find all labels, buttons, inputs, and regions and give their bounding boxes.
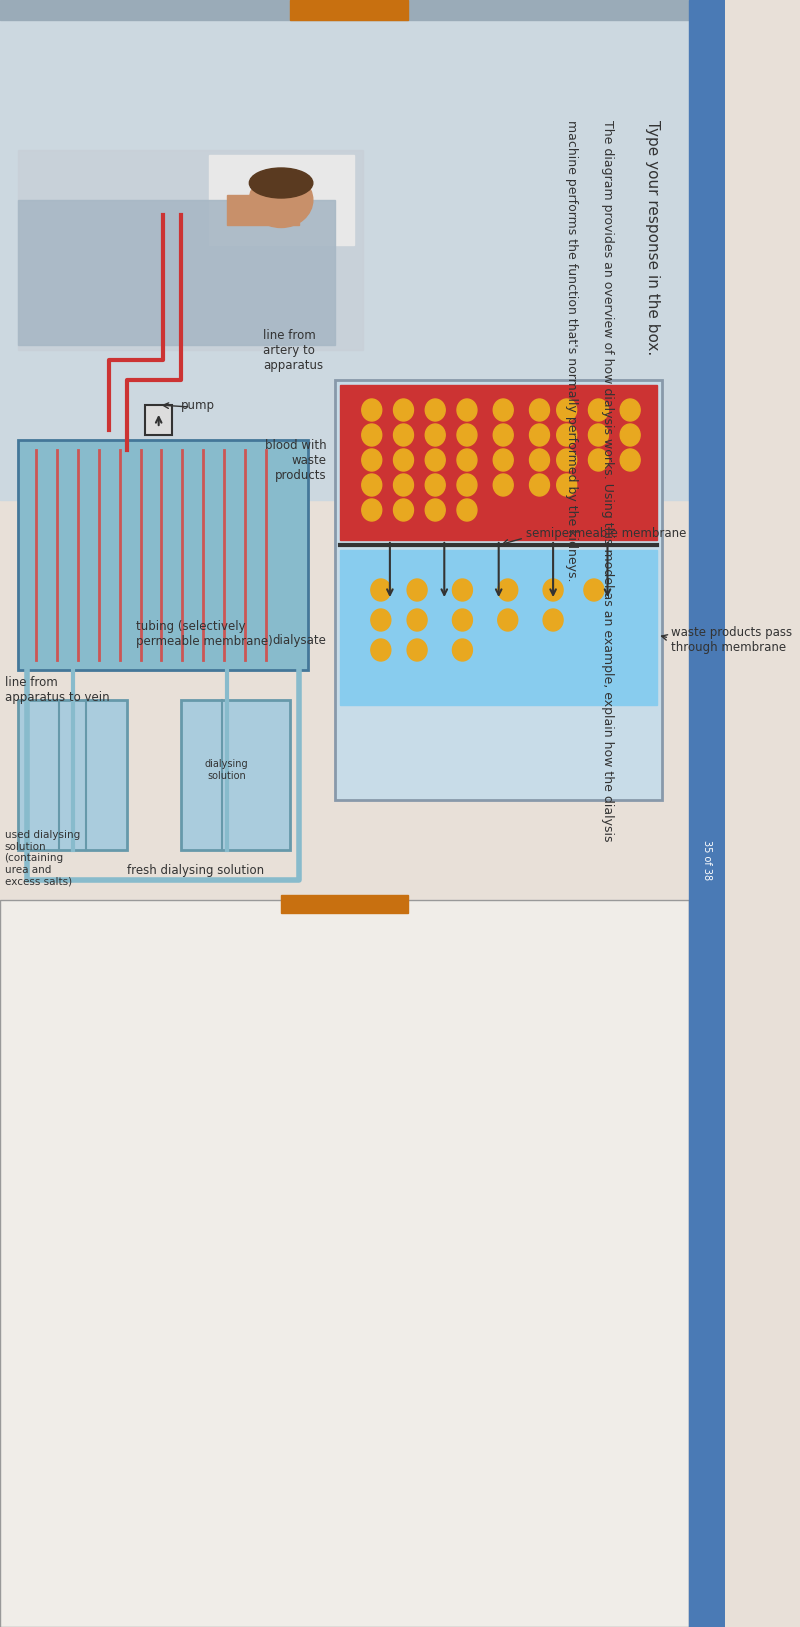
Text: blood with
waste
products: blood with waste products	[265, 439, 326, 482]
Circle shape	[394, 499, 414, 521]
Text: line from
apparatus to vein: line from apparatus to vein	[5, 675, 109, 704]
Circle shape	[620, 399, 640, 421]
Circle shape	[530, 449, 550, 470]
Circle shape	[457, 399, 477, 421]
Circle shape	[407, 579, 427, 600]
Circle shape	[362, 399, 382, 421]
Circle shape	[530, 425, 550, 446]
Circle shape	[457, 425, 477, 446]
Circle shape	[589, 399, 609, 421]
Circle shape	[426, 473, 445, 496]
Bar	[0, 0, 689, 20]
Ellipse shape	[250, 168, 313, 198]
Circle shape	[620, 425, 640, 446]
Circle shape	[426, 425, 445, 446]
Circle shape	[557, 473, 577, 496]
Circle shape	[394, 425, 414, 446]
Circle shape	[557, 425, 577, 446]
Circle shape	[584, 579, 604, 600]
Circle shape	[426, 499, 445, 521]
Circle shape	[494, 473, 514, 496]
Circle shape	[362, 499, 382, 521]
Circle shape	[394, 449, 414, 470]
Circle shape	[453, 608, 473, 631]
Bar	[18, 150, 362, 350]
Bar	[18, 439, 308, 670]
Text: used dialysing
solution
(containing
urea and
excess salts): used dialysing solution (containing urea…	[5, 830, 80, 887]
Circle shape	[394, 473, 414, 496]
Text: 35 of 38: 35 of 38	[702, 840, 712, 880]
Text: tubing (selectively
permeable membrane): tubing (selectively permeable membrane)	[136, 620, 273, 648]
Bar	[340, 550, 658, 704]
Circle shape	[457, 499, 477, 521]
Circle shape	[362, 425, 382, 446]
Circle shape	[371, 639, 390, 661]
Circle shape	[557, 449, 577, 470]
Circle shape	[371, 608, 390, 631]
Circle shape	[494, 425, 514, 446]
Text: fresh dialysing solution: fresh dialysing solution	[127, 864, 264, 877]
Text: semipermeable membrane: semipermeable membrane	[526, 527, 686, 540]
Circle shape	[453, 579, 473, 600]
Circle shape	[557, 399, 577, 421]
Bar	[0, 900, 689, 1627]
Circle shape	[407, 608, 427, 631]
Circle shape	[620, 449, 640, 470]
Circle shape	[589, 425, 609, 446]
Text: machine performs the function that's normally performed by the kidneys.: machine performs the function that's nor…	[565, 120, 578, 581]
Bar	[18, 700, 127, 849]
Text: line from
artery to
apparatus: line from artery to apparatus	[263, 329, 323, 371]
Circle shape	[543, 579, 563, 600]
Text: Type your response in the box.: Type your response in the box.	[646, 120, 660, 355]
Bar	[340, 386, 658, 540]
Text: The diagram provides an overview of how dialysis works. Using this model as an e: The diagram provides an overview of how …	[601, 120, 614, 841]
Circle shape	[426, 399, 445, 421]
Circle shape	[453, 639, 473, 661]
Circle shape	[371, 579, 390, 600]
Ellipse shape	[250, 172, 313, 228]
Circle shape	[407, 639, 427, 661]
Circle shape	[530, 399, 550, 421]
Bar	[281, 895, 408, 913]
Bar	[18, 200, 335, 345]
Bar	[0, 900, 689, 1627]
Text: dialysate: dialysate	[273, 633, 326, 646]
Circle shape	[362, 449, 382, 470]
Text: dialysing
solution: dialysing solution	[205, 760, 249, 781]
Bar	[182, 700, 290, 849]
Bar	[689, 0, 726, 1627]
Bar	[209, 155, 354, 246]
Circle shape	[494, 449, 514, 470]
Circle shape	[362, 473, 382, 496]
Circle shape	[394, 399, 414, 421]
Circle shape	[543, 608, 563, 631]
Bar	[226, 195, 299, 225]
Circle shape	[589, 449, 609, 470]
Bar	[335, 381, 662, 800]
Circle shape	[530, 473, 550, 496]
Circle shape	[457, 473, 477, 496]
Circle shape	[498, 608, 518, 631]
Circle shape	[426, 449, 445, 470]
Bar	[145, 405, 172, 434]
Text: pump: pump	[182, 399, 215, 412]
Bar	[0, 0, 689, 499]
Circle shape	[494, 399, 514, 421]
Circle shape	[498, 579, 518, 600]
Bar	[290, 0, 408, 20]
Circle shape	[457, 449, 477, 470]
Text: waste products pass
through membrane: waste products pass through membrane	[671, 626, 792, 654]
